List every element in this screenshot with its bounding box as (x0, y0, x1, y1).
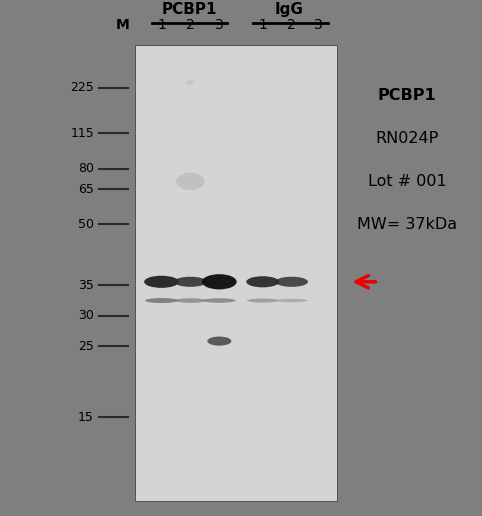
Text: 225: 225 (70, 81, 94, 94)
Text: M: M (116, 18, 130, 32)
Ellipse shape (176, 174, 205, 189)
Ellipse shape (144, 276, 179, 288)
Ellipse shape (246, 276, 279, 287)
Text: PCBP1: PCBP1 (378, 88, 437, 103)
Text: 15: 15 (78, 411, 94, 424)
Text: 80: 80 (78, 162, 94, 175)
Ellipse shape (247, 299, 279, 302)
Text: MW= 37kDa: MW= 37kDa (357, 217, 457, 232)
Ellipse shape (175, 298, 206, 303)
Text: Lot # 001: Lot # 001 (368, 174, 447, 189)
Ellipse shape (186, 80, 195, 85)
Text: 30: 30 (78, 309, 94, 322)
Text: 2: 2 (287, 18, 296, 32)
Ellipse shape (207, 336, 231, 346)
Text: IgG: IgG (275, 2, 304, 17)
Text: 1: 1 (258, 18, 267, 32)
Ellipse shape (203, 298, 236, 303)
Ellipse shape (174, 277, 207, 287)
Bar (135, 44, 337, 501)
Text: 65: 65 (78, 183, 94, 196)
Text: 3: 3 (215, 18, 224, 32)
Text: PCBP1: PCBP1 (161, 2, 217, 17)
Ellipse shape (276, 299, 308, 302)
Text: 115: 115 (70, 127, 94, 140)
Ellipse shape (176, 172, 204, 190)
Ellipse shape (275, 277, 308, 287)
Text: 35: 35 (78, 279, 94, 292)
Ellipse shape (145, 298, 178, 303)
Text: RN024P: RN024P (375, 131, 439, 146)
Text: 25: 25 (78, 340, 94, 352)
Ellipse shape (202, 274, 237, 289)
Text: 2: 2 (186, 18, 195, 32)
Text: 50: 50 (78, 218, 94, 231)
Text: 1: 1 (157, 18, 166, 32)
Text: 3: 3 (314, 18, 322, 32)
